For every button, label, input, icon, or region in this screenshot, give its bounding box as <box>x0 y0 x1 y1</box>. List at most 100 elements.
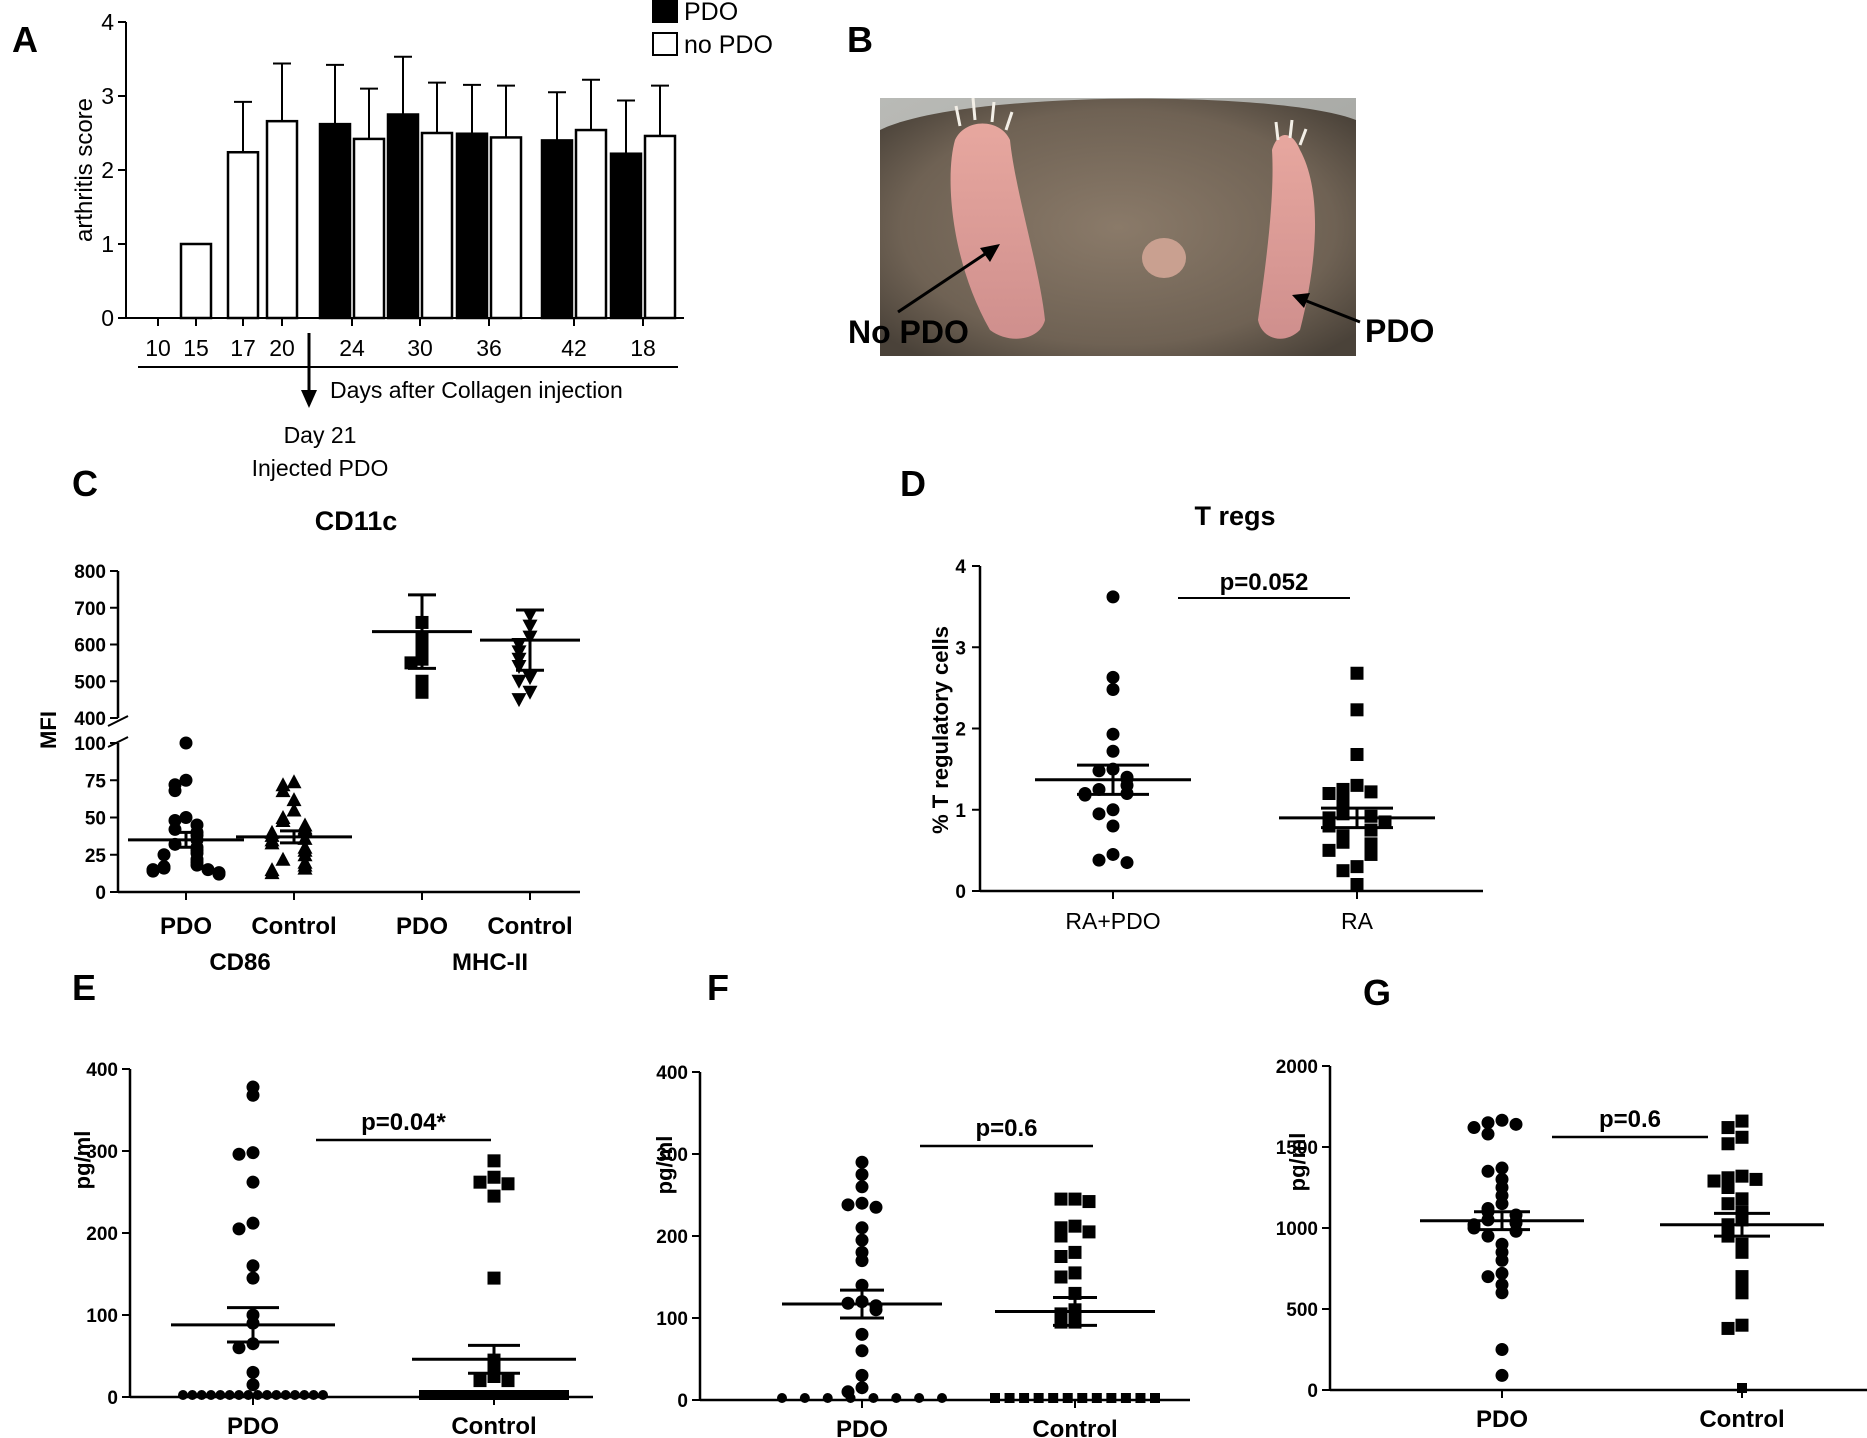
data-point <box>1509 1224 1523 1238</box>
data-point <box>157 861 171 875</box>
injection-day-label: Day 21 <box>284 422 357 448</box>
F-plot-y-tick-label: 100 <box>656 1309 688 1330</box>
data-point <box>1054 1270 1068 1284</box>
E-plot-pvalue: p=0.04* <box>361 1109 446 1136</box>
panel-a-x-tick-label: 24 <box>339 335 365 361</box>
data-point <box>534 1390 545 1400</box>
data-point <box>511 645 527 660</box>
data-point <box>1150 1393 1160 1403</box>
data-point <box>855 1168 869 1181</box>
data-point <box>246 1365 260 1379</box>
data-point <box>1106 819 1120 833</box>
data-point <box>246 1337 260 1351</box>
arrow-pdo-shaft <box>1303 298 1361 324</box>
data-point <box>1068 1245 1082 1259</box>
data-point <box>1735 1286 1749 1300</box>
panel-a-x-tick-label: 15 <box>183 335 209 361</box>
data-point <box>1707 1174 1721 1188</box>
panel-a: A 0 1 2 3 4 arthritis score 10 15 17 20 24 30 36 42 18… <box>12 0 773 481</box>
data-point <box>1481 1127 1495 1141</box>
panel-g-letter: G <box>1363 972 1391 1013</box>
bar-no-pdo <box>226 150 260 320</box>
data-point <box>1019 1393 1030 1403</box>
G-plot-y-tick-label: 0 <box>1307 1381 1318 1402</box>
F-plot-y-tick-label: 400 <box>656 1063 688 1084</box>
data-point <box>914 1393 925 1403</box>
label-pdo: PDO <box>1365 313 1434 349</box>
panel-c-title: CD11c <box>315 506 398 536</box>
data-point <box>157 848 171 862</box>
G-plot-pvalue: p=0.6 <box>1599 1106 1661 1133</box>
data-point <box>517 1390 528 1400</box>
data-point <box>1054 1229 1068 1243</box>
legend-label-no-pdo: no PDO <box>684 31 773 59</box>
data-point <box>1495 1113 1509 1127</box>
arrow-no-pdo-shaft <box>897 250 989 314</box>
data-point <box>473 1374 487 1388</box>
panel-a-y-tick-label: 1 <box>101 231 114 257</box>
data-point <box>201 863 215 877</box>
data-point <box>501 1390 512 1400</box>
data-point <box>1120 856 1134 870</box>
data-point <box>280 1390 291 1400</box>
data-point <box>487 1271 501 1285</box>
bar-no-pdo <box>352 137 386 320</box>
data-point <box>232 1147 246 1161</box>
days-axis-label: Days after Collagen injection <box>330 377 623 403</box>
toes-pdo <box>1274 119 1308 146</box>
data-point <box>799 1393 810 1403</box>
data-point <box>168 784 182 798</box>
paw-pdo <box>1258 135 1316 339</box>
panel-a-plot: 0 1 2 3 4 arthritis score 10 15 17 20 24 30 36 42 18 <box>71 9 684 361</box>
E-plot-y-tick-label: 300 <box>86 1142 118 1163</box>
marker-label-mhc-ii: MHC-II <box>452 949 528 976</box>
data-point <box>308 1390 319 1400</box>
data-point <box>487 1189 501 1203</box>
data-point <box>777 1393 787 1403</box>
data-point <box>1495 1197 1509 1211</box>
data-point <box>246 1259 260 1273</box>
E-plot-category-label: Control <box>451 1413 536 1438</box>
data-point <box>855 1327 869 1341</box>
data-point <box>264 835 280 850</box>
E-plot-category-label: PDO <box>227 1413 279 1438</box>
data-point <box>443 1390 454 1400</box>
data-point <box>415 685 429 699</box>
F-plot-y-tick-label: 300 <box>656 1145 688 1166</box>
bar-no-pdo <box>179 242 213 320</box>
data-point <box>845 1393 856 1403</box>
data-point <box>1054 1250 1068 1263</box>
data-point <box>1495 1266 1509 1280</box>
data-point <box>509 1390 520 1400</box>
F-plot-pvalue: p=0.6 <box>975 1115 1037 1142</box>
marker-label-cd86: CD86 <box>209 949 270 976</box>
panel-d-title: T regs <box>1194 501 1275 531</box>
data-point <box>168 822 182 836</box>
toes-no-pdo <box>954 97 1014 131</box>
F-plot-y-tick-label: 0 <box>677 1391 688 1412</box>
data-point <box>297 821 313 836</box>
data-point <box>1495 1368 1509 1382</box>
data-point <box>522 671 538 686</box>
G-plot-y-tick-label: 1000 <box>1276 1219 1318 1240</box>
data-point <box>460 1390 471 1400</box>
panel-d-category-label: RA <box>1341 908 1374 934</box>
data-point <box>1721 1197 1735 1211</box>
panel-a-y-tick-label: 0 <box>101 305 114 331</box>
data-point <box>212 867 226 881</box>
data-point <box>286 792 302 807</box>
data-point <box>891 1393 902 1403</box>
data-point <box>1721 1121 1735 1135</box>
E-plot-y-tick-label: 100 <box>86 1306 118 1327</box>
panel-g-plot: 0 500 1000 1500 2000 PDO Control p=0.6 <box>1276 1057 1867 1433</box>
data-point <box>1509 1117 1523 1131</box>
data-point <box>275 812 291 827</box>
data-point <box>1735 1245 1749 1259</box>
F-plot-y-tick-label: 200 <box>656 1227 688 1248</box>
data-point <box>232 1341 246 1355</box>
data-point <box>1481 1164 1495 1178</box>
panel-c-plot: 400 500 600 700 800 0 25 50 75 100 PDO Control PDO Co… <box>74 562 580 940</box>
data-point <box>1735 1130 1749 1144</box>
panel-c-group-label: PDO <box>396 913 448 940</box>
data-point <box>1364 847 1378 861</box>
